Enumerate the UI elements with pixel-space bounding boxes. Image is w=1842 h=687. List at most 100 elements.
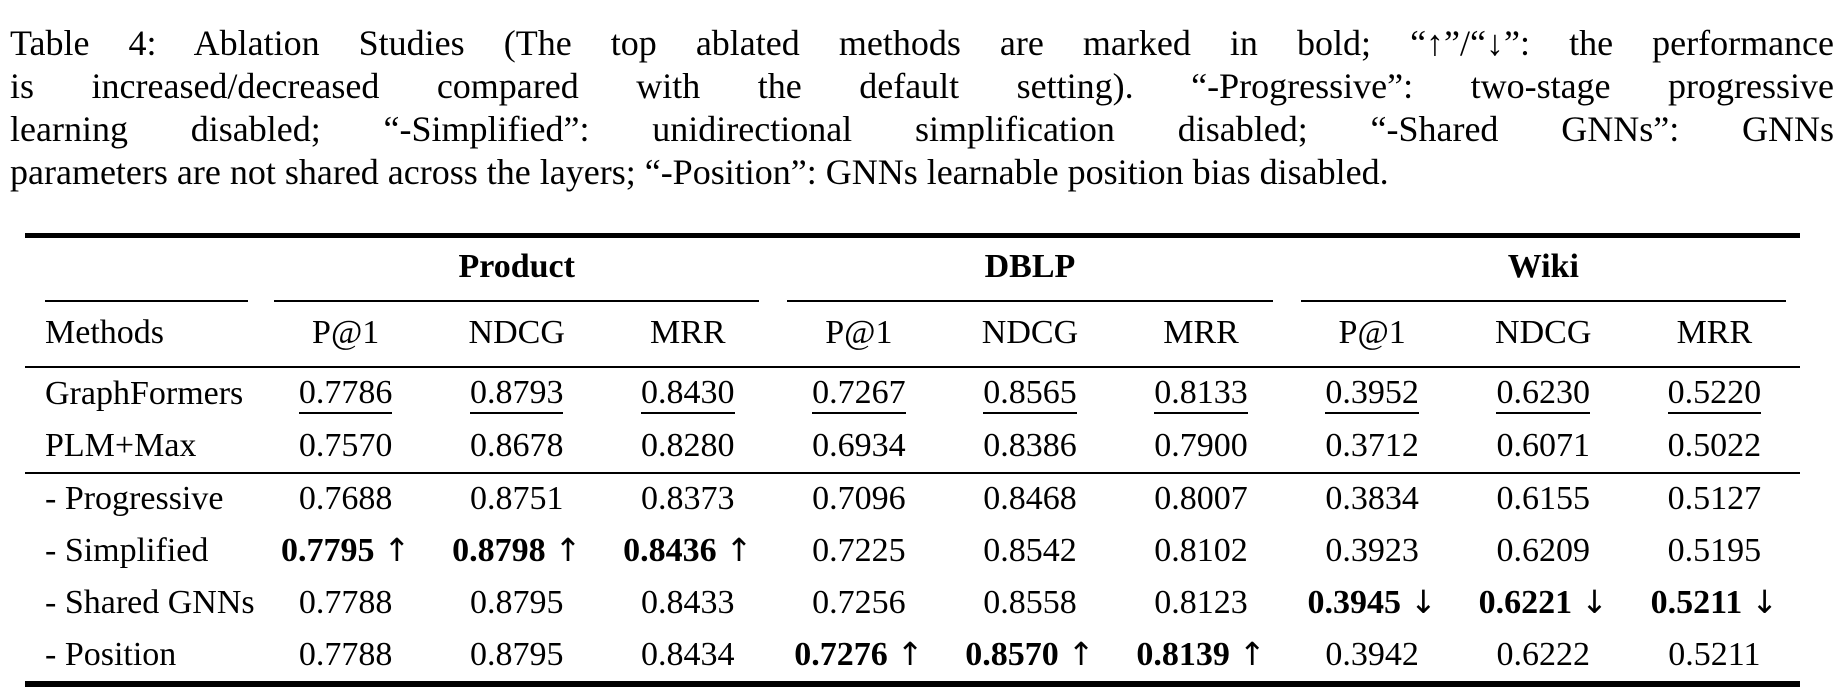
down-arrow-icon: ↓	[1409, 583, 1437, 621]
metric-value: 0.5220	[1667, 376, 1762, 414]
cell: 0.7786	[260, 367, 431, 421]
metric-value: 0.7788	[298, 635, 393, 673]
cell: 0.6222	[1458, 629, 1629, 684]
up-arrow-icon: ↑	[725, 531, 753, 569]
metric-value: 0.7900	[1154, 427, 1248, 464]
cell: 0.6071	[1457, 421, 1629, 474]
up-arrow-icon: ↑	[383, 531, 411, 569]
cell: 0.5022	[1628, 421, 1800, 474]
cell: 0.3712	[1286, 421, 1458, 474]
cell: 0.8798 ↑	[431, 525, 602, 577]
cell: 0.7570	[260, 421, 432, 474]
header-dblp-mrr: MRR	[1115, 302, 1287, 368]
metric-value: 0.8133	[1154, 376, 1248, 414]
cell: 0.5211 ↓	[1629, 577, 1800, 629]
cell: 0.8373	[602, 473, 773, 525]
cell: 0.6155	[1458, 473, 1629, 525]
metric-value: 0.5211	[1650, 584, 1743, 621]
cell: 0.8570 ↑	[944, 629, 1115, 684]
methods-column-header: Methods	[25, 302, 261, 368]
metric-value: 0.8123	[1154, 583, 1248, 621]
cell: 0.3952	[1287, 367, 1458, 421]
metric-value: 0.8436	[623, 532, 717, 569]
metric-value: 0.3942	[1325, 635, 1419, 673]
cell: 0.7096	[773, 473, 944, 525]
down-arrow-icon: ↓	[1581, 583, 1608, 621]
metric-value: 0.8795	[469, 635, 564, 673]
metric-value: 0.6209	[1496, 531, 1590, 569]
header-dblp-ndcg: NDCG	[944, 302, 1116, 368]
metric-value: 0.8542	[983, 531, 1077, 569]
methods-cmidrule	[45, 300, 249, 302]
wiki-cmidrule	[1300, 300, 1786, 302]
metric-value: 0.8139	[1136, 636, 1230, 673]
metric-value: 0.8433	[641, 583, 735, 621]
metric-value: 0.8468	[983, 480, 1077, 517]
cell: 0.7267	[773, 367, 944, 421]
cell: 0.6230	[1458, 367, 1629, 421]
header-product-ndcg: NDCG	[431, 302, 603, 368]
metric-value: 0.5211	[1668, 635, 1761, 673]
cell: 0.8678	[431, 421, 603, 474]
caption-line-4: parameters are not shared across the lay…	[10, 152, 1389, 192]
up-arrow-icon: ↑	[896, 635, 924, 673]
metric-value: 0.8386	[983, 427, 1077, 464]
method-label: - Progressive	[45, 480, 224, 517]
header-wiki-p1: P@1	[1286, 302, 1458, 368]
header-wiki-mrr: MRR	[1628, 302, 1800, 368]
up-arrow-icon: ↑	[554, 531, 582, 569]
cell: 0.8007	[1116, 473, 1287, 525]
metric-value: 0.7795	[280, 532, 375, 569]
metric-value: 0.8751	[469, 480, 564, 517]
header-product-mrr: MRR	[602, 302, 774, 368]
metric-value: 0.8007	[1154, 480, 1248, 517]
metric-value: 0.8373	[641, 480, 735, 517]
metric-value: 0.6221	[1478, 584, 1573, 621]
metric-value: 0.7256	[812, 583, 906, 621]
metric-value: 0.8430	[641, 376, 735, 414]
cell: 0.5211	[1629, 629, 1800, 684]
method-label: - Position	[45, 635, 177, 673]
column-group-row: Product DBLP Wiki	[25, 236, 1800, 289]
col-group-wiki: Wiki	[1507, 248, 1579, 285]
cmidrule-row	[25, 288, 1800, 302]
metric-value: 0.3945	[1307, 584, 1401, 621]
metric-value: 0.7096	[812, 480, 906, 517]
cell: 0.8565	[944, 367, 1115, 421]
metric-value: 0.8798	[452, 532, 546, 569]
metric-value: 0.3712	[1325, 427, 1419, 464]
metric-value: 0.8678	[469, 427, 564, 464]
metric-value: 0.8570	[965, 636, 1059, 673]
cell: 0.6934	[773, 421, 945, 474]
table-row-position: - Position 0.7788 0.8795 0.8434 0.7276 ↑ …	[25, 629, 1800, 684]
caption-line-2: is increased/decreased compared with the…	[10, 66, 1834, 106]
cell: 0.8430	[602, 367, 773, 421]
up-arrow-icon: ↑	[1238, 635, 1266, 673]
cell: 0.8280	[602, 421, 774, 474]
cell: 0.8558	[944, 577, 1115, 629]
cell: 0.8795	[431, 577, 602, 629]
metric-value: 0.3923	[1325, 531, 1419, 569]
cell: 0.8102	[1116, 525, 1287, 577]
method-label: PLM+Max	[25, 421, 261, 474]
cell: 0.8433	[602, 577, 773, 629]
cell: 0.5195	[1629, 525, 1800, 577]
metric-value: 0.7788	[298, 583, 393, 621]
cell: 0.8751	[431, 473, 602, 525]
metric-value: 0.7267	[812, 376, 906, 414]
cell: 0.8434	[602, 629, 773, 684]
header-wiki-ndcg: NDCG	[1457, 302, 1629, 368]
table-caption: Table 4: Ablation Studies (The top ablat…	[0, 0, 1842, 194]
cell: 0.8468	[944, 473, 1115, 525]
cell: 0.7688	[260, 473, 431, 525]
cell: 0.5220	[1629, 367, 1800, 421]
caption-line-1: Table 4: Ablation Studies (The top ablat…	[10, 23, 1834, 63]
product-cmidrule	[274, 300, 760, 302]
cell: 0.7788	[260, 577, 431, 629]
cell: 0.3834	[1287, 473, 1458, 525]
cell: 0.8795	[431, 629, 602, 684]
cell: 0.7900	[1115, 421, 1287, 474]
metric-value: 0.3952	[1325, 376, 1419, 414]
metric-value: 0.6230	[1496, 376, 1590, 414]
metric-value: 0.5127	[1667, 480, 1762, 517]
